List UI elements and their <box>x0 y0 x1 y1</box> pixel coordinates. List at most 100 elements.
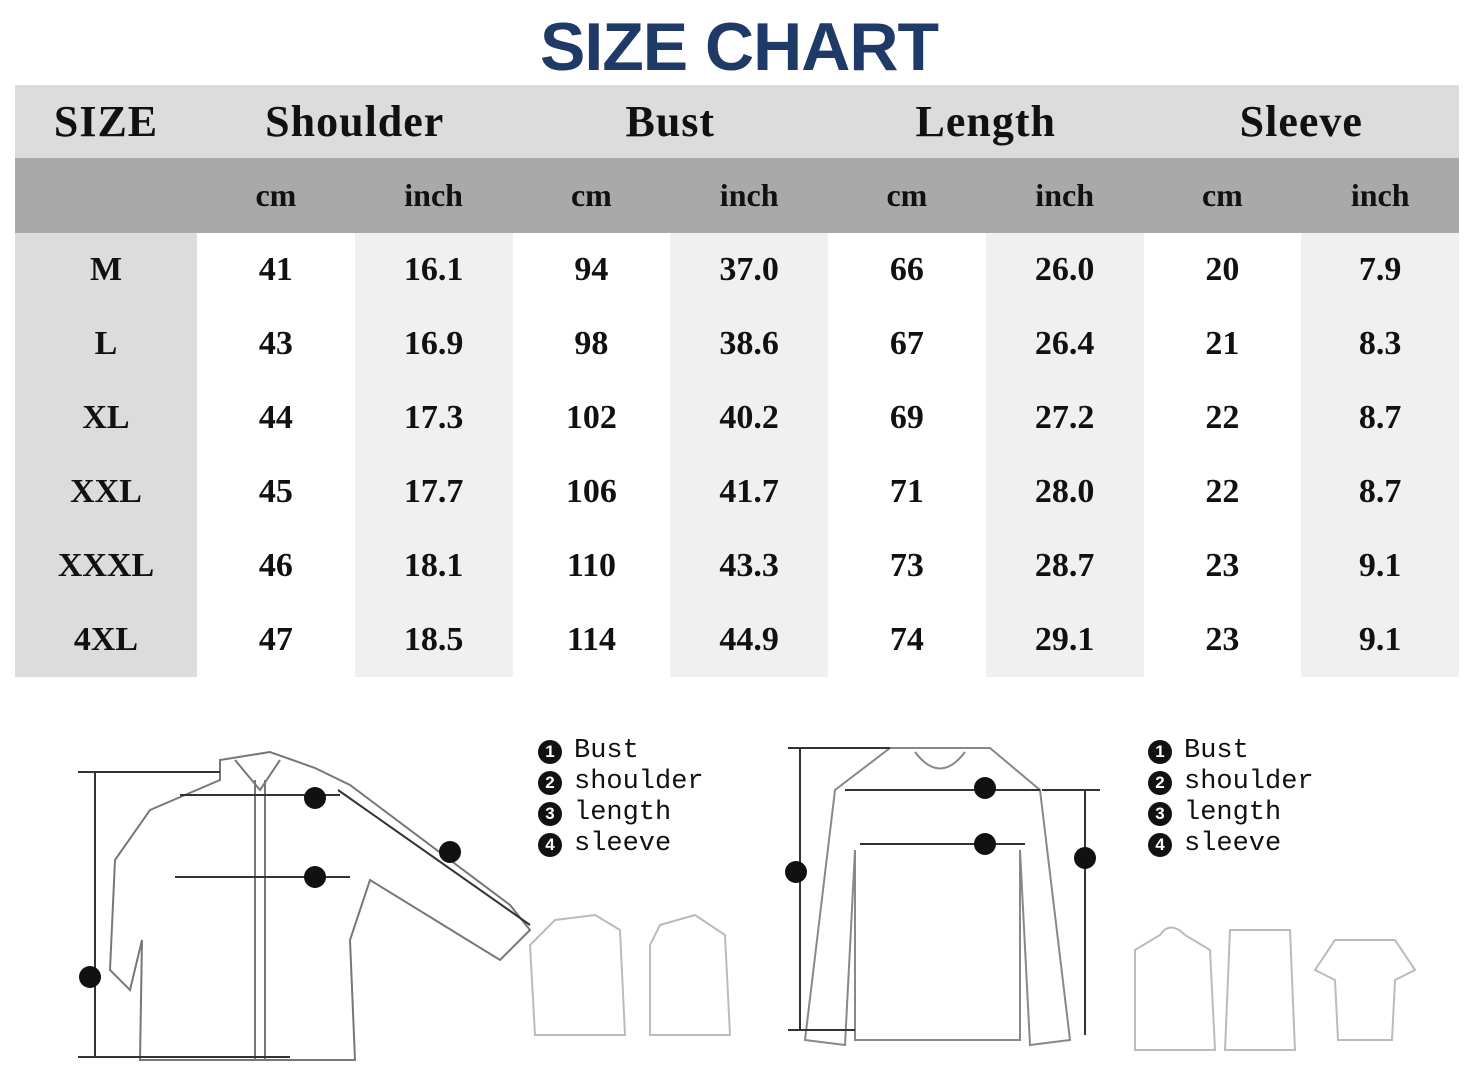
unit-header: cm <box>1143 158 1302 233</box>
value-cell: 17.7 <box>354 455 513 529</box>
value-cell: 23 <box>1143 603 1302 677</box>
value-cell: 18.5 <box>354 603 513 677</box>
value-cell: 41 <box>197 233 355 307</box>
legend-left: 1 Bust 2 shoulder 3 length 4 sleeve <box>538 736 704 860</box>
size-header: SIZE <box>15 85 197 158</box>
sweater-diagram <box>785 747 1100 1047</box>
unit-header: inch <box>985 158 1144 233</box>
table-row: XXL 45 17.7 106 41.7 71 28.0 22 8.7 <box>15 455 1460 529</box>
value-cell: 22 <box>1143 455 1302 529</box>
value-cell: 18.1 <box>354 529 513 603</box>
value-cell: 26.4 <box>985 307 1144 381</box>
size-cell: L <box>15 307 197 381</box>
legend-item: 3 length <box>1148 798 1314 829</box>
value-cell: 7.9 <box>1301 233 1460 307</box>
legend-label: length <box>574 798 672 828</box>
unit-header: inch <box>670 158 829 233</box>
size-cell: XXL <box>15 455 197 529</box>
header-row: SIZE Shoulder Bust Length Sleeve <box>15 85 1460 158</box>
unit-header: inch <box>354 158 513 233</box>
sleeve-header: Sleeve <box>1143 85 1460 158</box>
value-cell: 40.2 <box>670 381 829 455</box>
value-cell: 16.9 <box>354 307 513 381</box>
unit-header: cm <box>512 158 671 233</box>
value-cell: 29.1 <box>985 603 1144 677</box>
shoulder-header: Shoulder <box>197 85 513 158</box>
value-cell: 67 <box>828 307 986 381</box>
value-cell: 26.0 <box>985 233 1144 307</box>
bust-header: Bust <box>512 85 829 158</box>
value-cell: 106 <box>512 455 671 529</box>
value-cell: 47 <box>197 603 355 677</box>
value-cell: 94 <box>512 233 671 307</box>
legend-item: 1 Bust <box>538 736 704 767</box>
value-cell: 38.6 <box>670 307 829 381</box>
table-row: 4XL 47 18.5 114 44.9 74 29.1 23 9.1 <box>15 603 1460 677</box>
value-cell: 8.7 <box>1301 455 1460 529</box>
value-cell: 69 <box>828 381 986 455</box>
value-cell: 23 <box>1143 529 1302 603</box>
legend-item: 2 shoulder <box>1148 767 1314 798</box>
legend-item: 3 length <box>538 798 704 829</box>
value-cell: 44.9 <box>670 603 829 677</box>
legend-item: 1 Bust <box>1148 736 1314 767</box>
table-row: XXXL 46 18.1 110 43.3 73 28.7 23 9.1 <box>15 529 1460 603</box>
top-thumbnails <box>1134 926 1417 1051</box>
value-cell: 102 <box>512 381 671 455</box>
value-cell: 45 <box>197 455 355 529</box>
number-1-icon: 1 <box>538 739 562 764</box>
legend-item: 2 shoulder <box>538 767 704 798</box>
marker-icons <box>79 787 461 988</box>
value-cell: 17.3 <box>354 381 513 455</box>
legend-item: 4 sleeve <box>1148 829 1314 860</box>
table-row: M 41 16.1 94 37.0 66 26.0 20 7.9 <box>15 233 1460 307</box>
number-2-icon: 2 <box>1148 770 1172 795</box>
size-cell: 4XL <box>15 603 197 677</box>
shirt-diagram <box>78 750 532 1061</box>
legend-label: shoulder <box>574 767 704 797</box>
unit-header: inch <box>1301 158 1460 233</box>
unit-header: cm <box>828 158 986 233</box>
value-cell: 43.3 <box>670 529 829 603</box>
value-cell: 73 <box>828 529 986 603</box>
number-4-icon: 4 <box>538 832 562 857</box>
marker-icons <box>785 777 1096 883</box>
value-cell: 27.2 <box>985 381 1144 455</box>
value-cell: 9.1 <box>1301 603 1460 677</box>
value-cell: 46 <box>197 529 355 603</box>
value-cell: 98 <box>512 307 671 381</box>
value-cell: 28.7 <box>985 529 1144 603</box>
unit-header: cm <box>197 158 355 233</box>
value-cell: 21 <box>1143 307 1302 381</box>
value-cell: 20 <box>1143 233 1302 307</box>
legend-label: Bust <box>1184 736 1249 766</box>
legend-item: 4 sleeve <box>538 829 704 860</box>
number-4-icon: 4 <box>1148 832 1172 857</box>
table-row: L 43 16.9 98 38.6 67 26.4 21 8.3 <box>15 307 1460 381</box>
value-cell: 74 <box>828 603 986 677</box>
value-cell: 41.7 <box>670 455 829 529</box>
value-cell: 110 <box>512 529 671 603</box>
number-1-icon: 1 <box>1148 739 1172 764</box>
number-2-icon: 2 <box>538 770 562 795</box>
value-cell: 8.7 <box>1301 381 1460 455</box>
value-cell: 9.1 <box>1301 529 1460 603</box>
value-cell: 43 <box>197 307 355 381</box>
value-cell: 114 <box>512 603 671 677</box>
value-cell: 16.1 <box>354 233 513 307</box>
table-row: XL 44 17.3 102 40.2 69 27.2 22 8.7 <box>15 381 1460 455</box>
value-cell: 8.3 <box>1301 307 1460 381</box>
number-3-icon: 3 <box>1148 801 1172 826</box>
legend-label: sleeve <box>1184 829 1282 859</box>
legend-label: length <box>1184 798 1282 828</box>
unit-row: cm inch cm inch cm inch cm inch <box>15 158 1460 233</box>
value-cell: 22 <box>1143 381 1302 455</box>
value-cell: 28.0 <box>985 455 1144 529</box>
jacket-thumbnails <box>528 913 732 1036</box>
value-cell: 44 <box>197 381 355 455</box>
legend-label: shoulder <box>1184 767 1314 797</box>
size-chart-table: SIZE Shoulder Bust Length Sleeve cm inch… <box>15 85 1460 677</box>
size-cell: M <box>15 233 197 307</box>
length-header: Length <box>828 85 1144 158</box>
legend-label: Bust <box>574 736 639 766</box>
